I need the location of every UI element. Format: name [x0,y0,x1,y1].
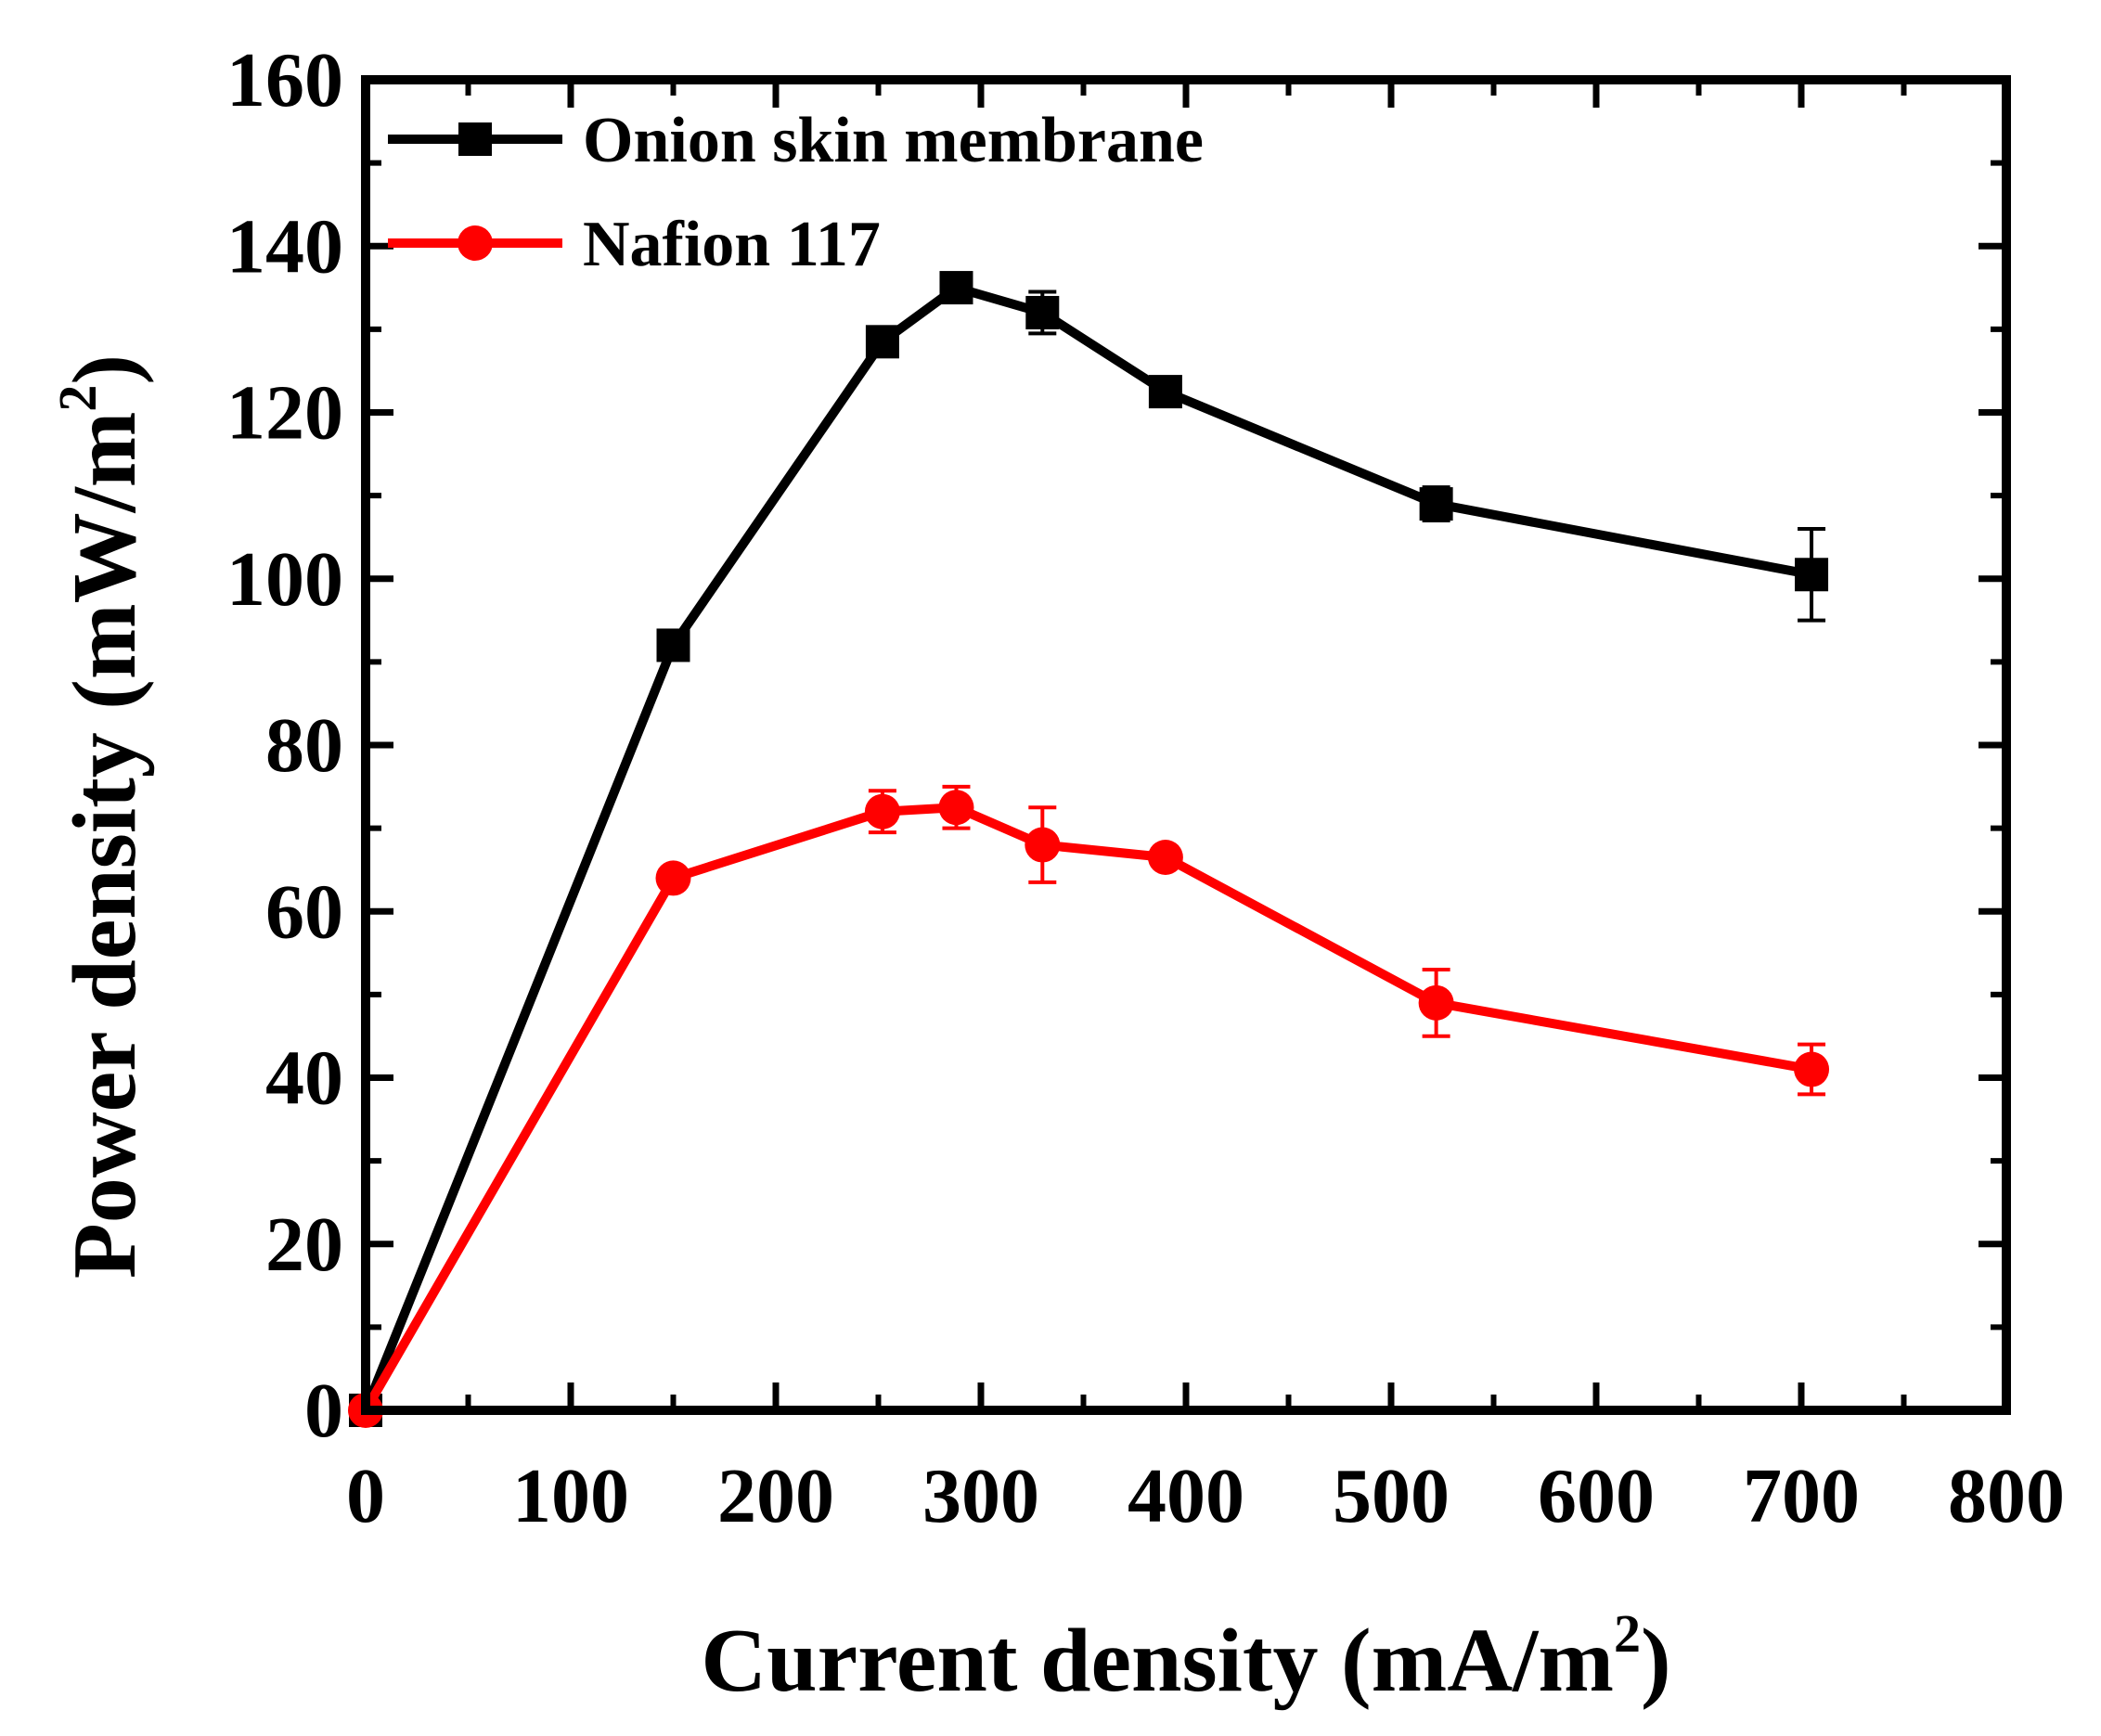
legend-label-onion-skin-membrane: Onion skin membrane [583,105,1204,176]
data-point-nafion-117 [864,793,900,829]
x-axis-title-main: Current density (mA/m [701,1611,1614,1711]
y-tick-label-160: 160 [226,37,343,123]
ticks-layer: 0 100 200 300 400 500 600 700 800 0 20 40 60 80 100 120… [226,37,2065,1539]
y-axis-title: Power density (mW/m2) [47,354,155,1279]
legend-marker-nafion-117 [458,225,493,261]
x-tick-label-400: 400 [1128,1453,1244,1539]
y-tick-label-80: 80 [265,702,343,789]
y-tick-label-0: 0 [304,1368,343,1454]
series-line-onion-skin-membrane [361,283,1812,1412]
data-point-onion-skin-membrane [1025,295,1060,329]
data-point-onion-skin-membrane [865,325,899,359]
y-axis-title-end: ) [55,354,155,385]
x-axis-title-end: ) [1641,1611,1671,1711]
y-tick-label-100: 100 [226,536,343,623]
x-tick-label-100: 100 [512,1453,629,1539]
y-tick-label-120: 120 [226,370,343,457]
data-point-nafion-117 [655,860,691,896]
y-tick-label-140: 140 [226,203,343,289]
legend-marker-onion-skin-membrane [458,122,492,156]
data-point-onion-skin-membrane [656,628,690,662]
y-axis-title-main: Power density (mW/m [55,412,155,1279]
x-tick-label-700: 700 [1743,1453,1860,1539]
data-point-onion-skin-membrane [1419,487,1453,521]
x-tick-label-200: 200 [717,1453,834,1539]
data-point-onion-skin-membrane [1148,375,1182,409]
x-axis-title-sup: 2 [1614,1603,1641,1664]
data-point-nafion-117 [1794,1051,1830,1087]
data-point-nafion-117 [938,790,974,826]
data-point-onion-skin-membrane [1795,558,1829,592]
data-point-nafion-117 [1147,839,1183,875]
legend-label-nafion-117: Nafion 117 [583,209,881,280]
y-tick-label-60: 60 [265,868,343,955]
x-tick-label-500: 500 [1333,1453,1450,1539]
series-line-nafion-117 [361,803,1812,1413]
legend: Onion skin membrane Nafion 117 [388,105,1204,280]
x-tick-label-600: 600 [1538,1453,1655,1539]
data-point-nafion-117 [1025,827,1061,863]
y-axis-title-sup: 2 [47,385,108,412]
y-tick-label-20: 20 [265,1202,343,1288]
x-tick-label-300: 300 [922,1453,1039,1539]
x-tick-label-0: 0 [346,1453,385,1539]
x-tick-label-800: 800 [1948,1453,2065,1539]
data-point-onion-skin-membrane [939,271,973,305]
data-point-nafion-117 [1418,984,1454,1021]
series-layer [348,271,1830,1428]
y-tick-label-40: 40 [265,1035,343,1122]
x-axis-title: Current density (mA/m2) [701,1603,1670,1711]
